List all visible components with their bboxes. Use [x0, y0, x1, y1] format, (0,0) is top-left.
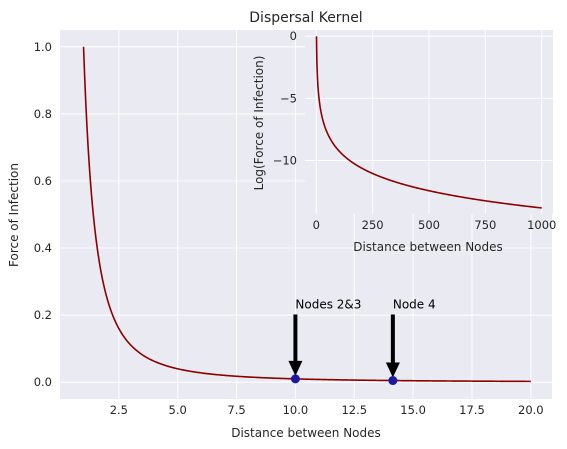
inset-series-line — [315, 36, 542, 209]
inset-x-tick-labels: 0 250 500 750 1000 — [313, 218, 557, 232]
main-series-line — [82, 46, 531, 383]
highlighted-point — [290, 374, 300, 384]
highlighted-point — [388, 376, 398, 386]
y-tick-label: 1.0 — [34, 40, 52, 54]
x-tick-label: 0 — [313, 218, 320, 232]
y-tick-label: −10 — [273, 154, 297, 168]
inset-y-axis-label: Log(Force of Infection) — [252, 56, 266, 191]
y-tick-label: 0.4 — [34, 241, 52, 255]
y-tick-label: 0 — [290, 29, 297, 43]
inset-x-axis-label: Distance between Nodes — [353, 240, 503, 254]
x-tick-label: 1000 — [527, 218, 556, 232]
y-tick-label: −5 — [280, 91, 297, 105]
x-tick-label: 17.5 — [459, 403, 485, 417]
main-points — [290, 374, 398, 386]
y-tick-label: 0.0 — [34, 375, 52, 389]
annotation-arrow-head — [288, 360, 303, 376]
annotation-label: Nodes 2&3 — [295, 297, 361, 311]
annotation-label: Node 4 — [393, 297, 436, 311]
x-tick-label: 20.0 — [518, 403, 544, 417]
x-tick-label: 12.5 — [341, 403, 367, 417]
x-tick-label: 5.0 — [169, 403, 187, 417]
x-tick-label: 250 — [362, 218, 384, 232]
main-y-axis-label: Force of Infection — [7, 163, 21, 267]
x-tick-label: 15.0 — [400, 403, 426, 417]
main-annotations: Nodes 2&3 Node 4 — [288, 297, 436, 378]
y-tick-label: 0.2 — [34, 308, 52, 322]
x-tick-label: 7.5 — [227, 403, 245, 417]
y-tick-label: 0.6 — [34, 174, 52, 188]
main-y-tick-labels: 0.0 0.2 0.4 0.6 0.8 1.0 — [34, 40, 52, 389]
x-tick-label: 750 — [474, 218, 496, 232]
main-x-axis-label: Distance between Nodes — [231, 426, 381, 440]
x-tick-label: 10.0 — [283, 403, 309, 417]
x-tick-label: 500 — [418, 218, 440, 232]
x-tick-label: 2.5 — [110, 403, 128, 417]
annotation-arrow-head — [385, 362, 400, 378]
y-tick-label: 0.8 — [34, 107, 52, 121]
chart-title: Dispersal Kernel — [249, 10, 362, 26]
inset-chart: 0 250 500 750 1000 0 −5 −10 Distance between N… — [252, 29, 556, 254]
main-x-tick-labels: 2.5 5.0 7.5 10.0 12.5 15.0 17.5 20.0 — [110, 403, 544, 417]
inset-y-tick-labels: 0 −5 −10 — [273, 29, 297, 167]
